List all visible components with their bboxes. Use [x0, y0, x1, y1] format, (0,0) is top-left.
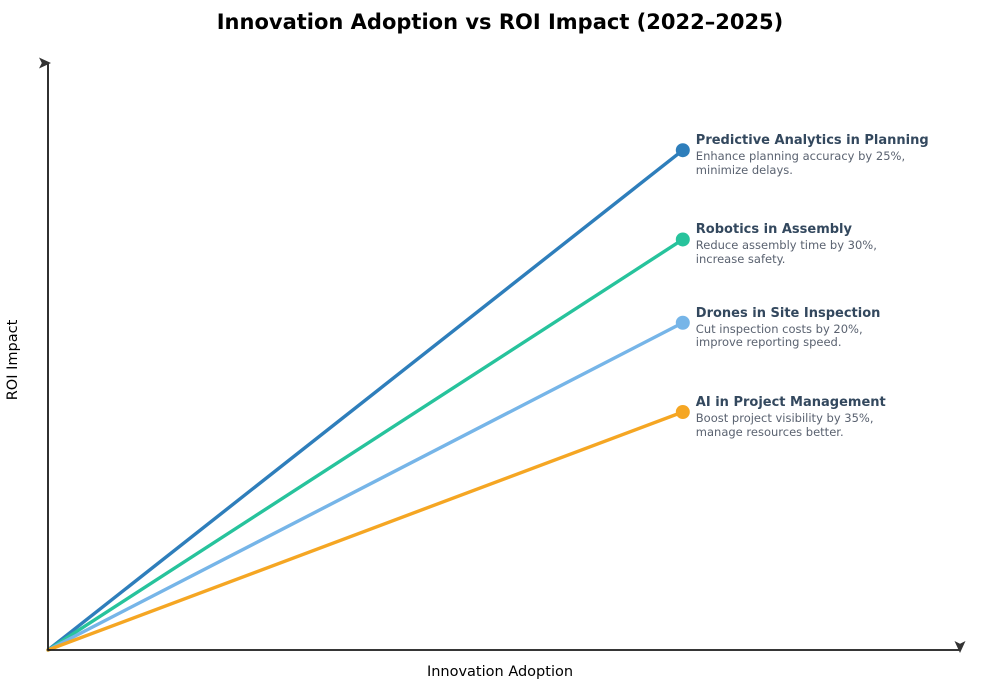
annotation-description: Cut inspection costs by 20%, improve rep…: [695, 321, 863, 350]
series-dots: [675, 143, 690, 419]
annotation-title: AI in Project Management: [695, 395, 886, 410]
series-lines: [46, 148, 685, 652]
annotation-title: Robotics in Assembly: [695, 222, 852, 238]
series-line-0: [46, 148, 685, 652]
annotation-title: Drones in Site Inspection: [695, 305, 881, 321]
annotation-predictive-analytics: Predictive Analytics in Planning Enhance…: [696, 132, 996, 177]
annotation-description: Reduce assembly time by 30%, increase sa…: [695, 238, 877, 266]
series-endpoint-dot-2: [675, 315, 690, 330]
annotation-robotics: Robotics in Assembly Reduce assembly tim…: [696, 221, 996, 266]
x-axis-label: Innovation Adoption: [426, 664, 574, 680]
series-line-2: [46, 321, 685, 652]
chart-title: Innovation Adoption vs ROI Impact (2022–…: [216, 10, 784, 34]
series-line-1: [46, 237, 685, 652]
annotation-ai-project-mgmt: AI in Project Management Boost project v…: [696, 394, 996, 439]
annotation-title: Predictive Analytics in Planning: [695, 133, 929, 149]
annotation-drones: Drones in Site Inspection Cut inspection…: [696, 305, 996, 350]
y-axis-label: ROI Impact: [5, 319, 21, 401]
series-line-3: [46, 410, 685, 652]
axes: [39, 57, 966, 653]
series-endpoint-dot-0: [675, 143, 690, 158]
series-endpoint-dot-3: [675, 405, 690, 419]
series-endpoint-dot-1: [675, 232, 690, 247]
annotation-description: Enhance planning accuracy by 25%, minimi…: [695, 149, 906, 177]
annotation-description: Boost project visibility by 35%, manage …: [695, 411, 874, 439]
